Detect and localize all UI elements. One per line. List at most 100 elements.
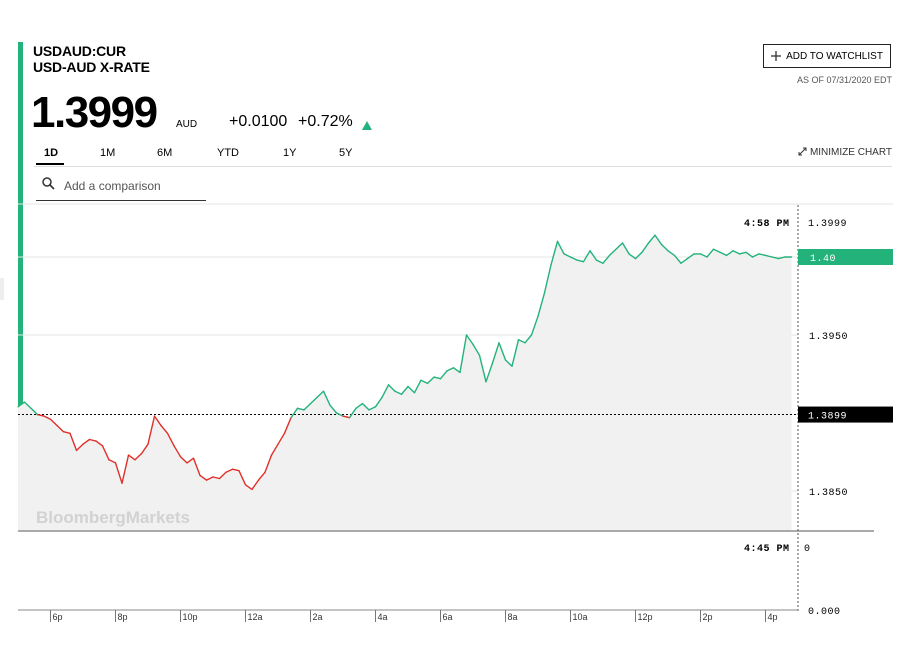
price-line-segment xyxy=(751,253,760,258)
bloomberg-watermark: BloombergMarkets xyxy=(36,508,190,527)
search-input[interactable] xyxy=(62,177,206,195)
watchlist-label: ADD TO WATCHLIST xyxy=(786,50,883,62)
price-line-segment xyxy=(309,396,318,405)
price-line-segment xyxy=(335,412,344,417)
price-line-segment xyxy=(608,248,617,257)
hover-value-label: 1.3999 xyxy=(808,219,847,230)
price-line-segment xyxy=(433,376,442,380)
x-tick-label: 6a xyxy=(443,612,453,622)
price-line-segment xyxy=(153,415,162,427)
price-change: +0.0100 xyxy=(229,113,288,130)
volume-panel: 4:45 PM 0 0.000 xyxy=(744,544,840,618)
price-line-segment xyxy=(660,243,669,252)
price-line-segment xyxy=(322,390,331,406)
price-line-segment xyxy=(465,334,474,346)
collapse-arrows-icon xyxy=(798,147,807,156)
price-line-segment xyxy=(114,462,123,484)
volume-hover-value: 0 xyxy=(804,544,810,555)
price-line-segment xyxy=(732,250,741,255)
tab-1y[interactable]: 1Y xyxy=(283,147,297,159)
price-line-segment xyxy=(355,402,364,409)
price-line-segment xyxy=(686,253,695,260)
x-tick-label: 12a xyxy=(248,612,263,622)
price-change-percent: +0.72% xyxy=(298,113,353,130)
price-line-segment xyxy=(667,250,676,257)
price-line-segment xyxy=(134,452,143,461)
accent-bar xyxy=(18,42,23,420)
tab-5y[interactable]: 5Y xyxy=(339,147,353,159)
price-line-segment xyxy=(342,415,351,419)
price-line-segment xyxy=(147,415,156,445)
x-tick-label: 10a xyxy=(573,612,588,622)
price-line-segment xyxy=(699,253,708,258)
price-line-segment xyxy=(205,476,214,481)
x-tick-label: 4a xyxy=(378,612,388,622)
tab-1m[interactable]: 1M xyxy=(100,147,116,159)
x-tick-label: 2p xyxy=(703,612,713,622)
minimize-chart-button[interactable]: MINIMIZE CHART xyxy=(780,147,892,158)
price-line-segment xyxy=(277,432,286,445)
price-line-segment xyxy=(504,359,513,367)
x-tick-label: 2a xyxy=(313,612,323,622)
price-line-segment xyxy=(673,254,682,264)
price-line-segment xyxy=(244,484,253,491)
price-line-segment xyxy=(459,334,468,374)
price-line-segment xyxy=(36,413,45,417)
price-line-segment xyxy=(88,438,97,442)
price-line-segment xyxy=(225,468,234,473)
tabs-divider xyxy=(34,166,892,167)
price-line-segment xyxy=(706,248,715,258)
price-line-segment xyxy=(192,457,201,477)
x-tick-label: 10p xyxy=(183,612,198,622)
plus-icon xyxy=(771,51,782,61)
price-line-segment xyxy=(452,367,461,374)
price-line-segment xyxy=(680,257,689,264)
price-line-segment xyxy=(179,456,188,464)
last-price: 1.3999 xyxy=(31,88,158,137)
price-line-segment xyxy=(777,256,786,260)
price-line-segment xyxy=(758,253,767,257)
price-line-segment xyxy=(17,401,26,408)
price-line-segment xyxy=(290,407,299,419)
tab-1d[interactable]: 1D xyxy=(44,147,59,159)
up-arrow-icon xyxy=(362,121,372,130)
minimize-chart-label: MINIMIZE CHART xyxy=(809,147,892,158)
price-line-segment xyxy=(270,443,279,456)
tab-6m[interactable]: 6M xyxy=(157,147,173,159)
price-line-segment xyxy=(368,406,377,411)
price-line-segment xyxy=(420,379,429,385)
price-line-segment xyxy=(569,256,578,261)
x-tick-label: 12p xyxy=(638,612,653,622)
add-to-watchlist-button[interactable]: ADD TO WATCHLIST xyxy=(763,44,891,68)
price-line-segment xyxy=(62,431,71,434)
price-line-segment xyxy=(771,256,780,260)
price-line-segment xyxy=(218,471,227,480)
hover-time-label: 4:58 PM xyxy=(744,219,790,230)
price-line-segment xyxy=(485,362,494,383)
price-line-segment xyxy=(257,471,266,481)
price-line-segment xyxy=(764,254,773,258)
price-line-segment xyxy=(654,234,663,246)
price-line-segment xyxy=(199,474,208,481)
current-price-tag xyxy=(798,249,893,265)
price-line-segment xyxy=(628,253,637,260)
price-area-fill xyxy=(18,235,792,530)
price-line-segment xyxy=(550,240,559,266)
price-line-segment xyxy=(641,242,650,254)
price-line-segment xyxy=(127,454,136,461)
price-line-segment xyxy=(374,396,383,408)
price-line-segment xyxy=(251,479,260,491)
price-line-segment xyxy=(75,443,84,452)
price-line-segment xyxy=(602,254,611,264)
current-price-label: 1.40 xyxy=(810,254,836,265)
instrument-name: USD-AUD X-RATE xyxy=(33,59,150,75)
price-line-segment xyxy=(478,354,487,383)
x-tick-label: 8a xyxy=(508,612,518,622)
tab-ytd[interactable]: YTD xyxy=(217,147,239,159)
price-line-segment xyxy=(725,250,734,257)
price-line-segment xyxy=(381,384,390,399)
price-line-segment xyxy=(472,343,481,356)
price-line-segment xyxy=(543,264,552,294)
price-line-segment xyxy=(537,292,546,317)
